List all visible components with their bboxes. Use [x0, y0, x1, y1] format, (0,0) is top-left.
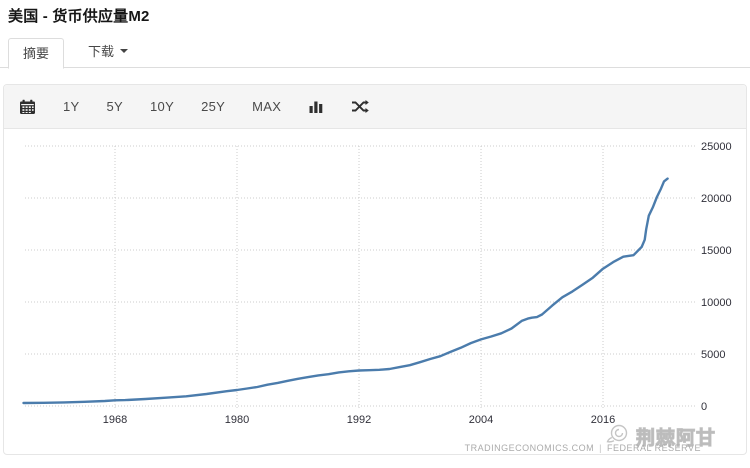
x-axis-tick-label: 2016 [591, 414, 615, 426]
chart-toolbar: 1Y 5Y 10Y 25Y MAX [4, 85, 746, 129]
y-axis-tick-label: 5000 [701, 349, 725, 361]
m2-series-line [22, 177, 669, 405]
tab-bar: 摘要 下载 [0, 37, 750, 69]
x-axis-tick-label: 1968 [103, 414, 127, 426]
y-axis-tick-label: 15000 [701, 245, 732, 257]
range-button-1y[interactable]: 1Y [63, 99, 80, 114]
x-axis-tick-label: 2004 [469, 414, 493, 426]
compare-button[interactable] [351, 99, 369, 114]
tab-download-label: 下载 [88, 44, 115, 59]
source-attribution: TRADINGECONOMICS.COM | FEDERAL RESERVE [465, 443, 701, 453]
source-federal-reserve: FEDERAL RESERVE [606, 443, 701, 453]
shuffle-icon [351, 99, 369, 114]
source-separator: | [599, 443, 602, 453]
y-axis-tick-label: 10000 [701, 297, 732, 309]
y-axis-tick-label: 25000 [701, 141, 732, 153]
bar-chart-icon [308, 99, 324, 114]
x-axis-tick-label: 1992 [347, 414, 371, 426]
y-axis-tick-label: 20000 [701, 193, 732, 205]
tab-summary[interactable]: 摘要 [8, 38, 65, 69]
caret-down-icon [120, 48, 129, 57]
page-title: 美国 - 货币供应量M2 [8, 8, 150, 25]
calendar-icon [19, 99, 36, 115]
tab-summary-label: 摘要 [23, 46, 50, 61]
x-axis-tick-label: 1980 [225, 414, 249, 426]
tab-download[interactable]: 下载 [74, 37, 142, 68]
range-button-5y[interactable]: 5Y [106, 99, 124, 114]
range-button-10y[interactable]: 10Y [150, 99, 175, 114]
range-button-max[interactable]: MAX [252, 99, 282, 114]
source-tradingeconomics: TRADINGECONOMICS.COM [464, 443, 595, 453]
m2-line-chart[interactable]: 0 5000 10000 15000 20000 25000 1968 1980 1992 200… [0, 125, 750, 455]
calendar-button[interactable] [19, 99, 36, 115]
chart-type-button[interactable] [308, 99, 324, 114]
range-button-25y[interactable]: 25Y [201, 99, 226, 114]
y-axis-tick-label: 0 [701, 401, 707, 413]
